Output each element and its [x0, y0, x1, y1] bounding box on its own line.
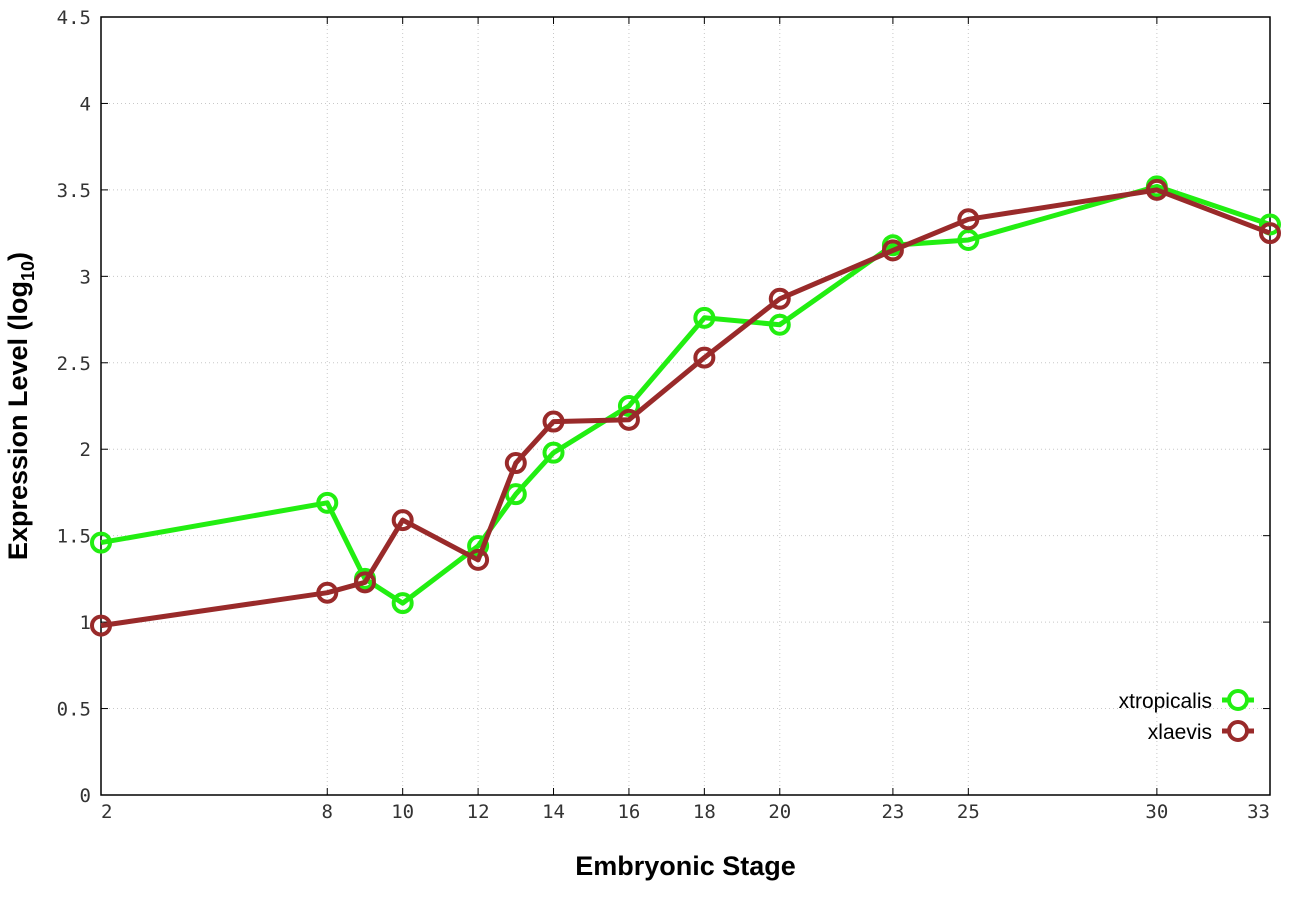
- x-tick-label: 8: [322, 801, 333, 823]
- data-point: [316, 581, 339, 604]
- x-tick-label: 12: [467, 801, 490, 823]
- y-tick-label: 3.5: [57, 180, 91, 202]
- data-point: [1145, 178, 1168, 201]
- data-point: [353, 571, 376, 594]
- data-point: [617, 408, 640, 431]
- legend-label: xlaevis: [1148, 721, 1212, 744]
- x-tick-label: 2: [101, 801, 112, 823]
- y-tick-label: 0: [80, 785, 91, 807]
- data-point: [768, 287, 791, 310]
- data-point: [1259, 213, 1281, 236]
- legend: xtropicalis xlaevis: [1119, 689, 1254, 744]
- data-point: [90, 614, 112, 637]
- plot-frame: [100, 16, 1271, 796]
- x-tick-label: 25: [957, 801, 980, 823]
- series-xlaevis: [90, 178, 1281, 637]
- data-point: [881, 239, 904, 262]
- x-axis-title: Embryonic Stage: [575, 851, 796, 881]
- x-tick-label: 18: [693, 801, 716, 823]
- axis-ticks: 0 0.5 1 1.5 2 2.5 3 3.5 4 4.5 2 8 10 12 14 16 18 20 23 25 30…: [57, 7, 1271, 823]
- series-line-xtropicalis: [100, 183, 1271, 606]
- data-point: [768, 313, 791, 336]
- legend-item-xlaevis: xlaevis: [1148, 720, 1254, 744]
- data-point: [1259, 222, 1281, 245]
- y-tick-label: 1: [80, 612, 91, 634]
- data-point: [90, 531, 112, 554]
- data-point: [467, 548, 490, 571]
- data-point: [391, 509, 414, 532]
- data-point: [957, 208, 980, 231]
- legend-item-xtropicalis: xtropicalis: [1119, 689, 1254, 713]
- y-tick-label: 4.5: [57, 7, 91, 29]
- y-tick-label: 3: [80, 266, 91, 288]
- data-point: [957, 229, 980, 252]
- series-xtropicalis: [90, 175, 1281, 615]
- x-tick-label: 23: [881, 801, 904, 823]
- y-tick-label: 0.5: [57, 699, 91, 721]
- y-axis-title-subscript: 10: [18, 261, 38, 281]
- x-tick-label: 33: [1247, 801, 1270, 823]
- y-tick-label: 2.5: [57, 353, 91, 375]
- y-tick-label: 1.5: [57, 526, 91, 548]
- y-tick-label: 2: [80, 439, 91, 461]
- grid: [101, 17, 1270, 795]
- y-axis-title-close: ): [3, 252, 33, 261]
- y-axis-title-main: Expression Level (log: [3, 281, 33, 560]
- legend-label: xtropicalis: [1119, 690, 1212, 713]
- x-tick-label: 20: [768, 801, 791, 823]
- data-point: [316, 491, 339, 514]
- x-tick-label: 14: [542, 801, 565, 823]
- data-point: [504, 452, 527, 475]
- data-point: [504, 483, 527, 506]
- data-point: [693, 346, 716, 369]
- y-axis-title: Expression Level (log10): [3, 252, 38, 560]
- x-tick-label: 30: [1145, 801, 1168, 823]
- data-point: [542, 441, 565, 464]
- x-tick-label: 10: [391, 801, 414, 823]
- series-line-xlaevis: [100, 187, 1271, 629]
- data-point: [617, 395, 640, 417]
- y-tick-label: 4: [80, 93, 91, 115]
- series-layer: [90, 175, 1281, 637]
- data-point: [391, 592, 414, 615]
- x-tick-label: 16: [617, 801, 640, 823]
- data-point: [693, 306, 716, 329]
- data-point: [542, 410, 565, 433]
- legend-swatch-marker: [1227, 689, 1249, 711]
- legend-swatch-marker: [1227, 720, 1249, 742]
